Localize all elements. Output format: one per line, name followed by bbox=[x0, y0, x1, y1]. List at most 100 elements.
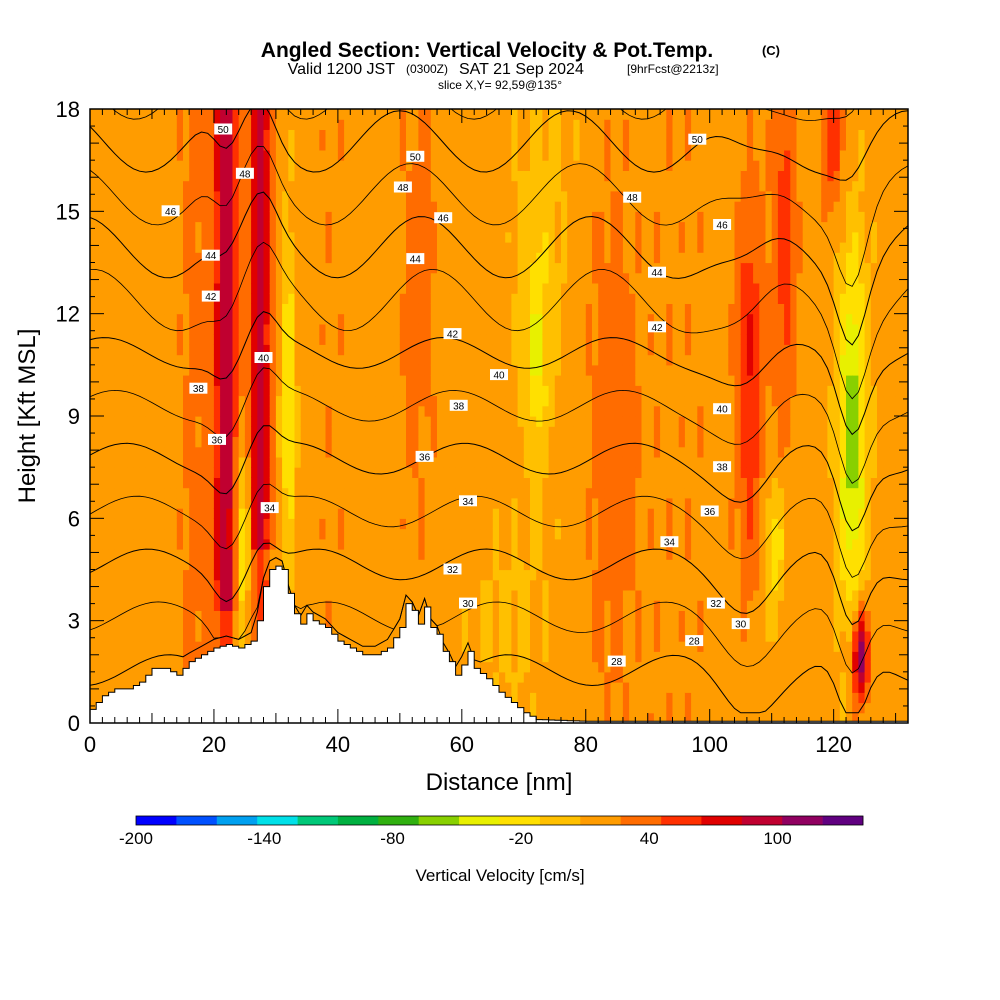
colorbar-swatch bbox=[539, 816, 581, 825]
y-tick-label: 9 bbox=[68, 404, 80, 429]
y-tick-label: 3 bbox=[68, 609, 80, 634]
colorbar-tick-label: 100 bbox=[763, 829, 791, 848]
contour-label: 40 bbox=[490, 369, 508, 382]
colorbar-swatch bbox=[620, 816, 662, 825]
colorbar-tick-label: -200 bbox=[119, 829, 153, 848]
chart-title: Angled Section: Vertical Velocity & Pot.… bbox=[261, 39, 713, 62]
contour-label-text: 38 bbox=[193, 384, 205, 395]
subtitle-forecast: [9hrFcst@2213z] bbox=[627, 62, 719, 76]
contour-label-text: 44 bbox=[651, 268, 663, 279]
colorbar-tick-label: 40 bbox=[640, 829, 659, 848]
colorbar-tick-label: -20 bbox=[509, 829, 534, 848]
contour-line-30 bbox=[90, 542, 908, 626]
colorbar-swatch bbox=[176, 816, 218, 825]
contour-label: 36 bbox=[700, 505, 719, 518]
y-tick-label: 18 bbox=[56, 97, 80, 122]
contour-label: 36 bbox=[208, 433, 226, 446]
colorbar-frame bbox=[135, 815, 864, 826]
contour-label-text: 44 bbox=[205, 251, 217, 262]
y-tick-label: 15 bbox=[56, 199, 80, 224]
slice-label: slice X,Y= 92,59@135° bbox=[438, 78, 562, 92]
contour-label-text: 46 bbox=[165, 207, 177, 218]
contour-line-32 bbox=[90, 425, 908, 532]
colorbar-tick-label: -140 bbox=[247, 829, 281, 848]
colorbar-swatch bbox=[337, 816, 379, 825]
contour-label: 42 bbox=[443, 328, 462, 341]
contour-label: 38 bbox=[449, 399, 468, 412]
contour-label: 34 bbox=[459, 495, 477, 508]
contour-label-text: 46 bbox=[717, 221, 729, 232]
subtitle-utc: (0300Z) bbox=[406, 62, 448, 76]
contour-label-text: 30 bbox=[462, 599, 474, 610]
contour-line-35 bbox=[90, 241, 908, 400]
colorbar-swatch bbox=[822, 816, 864, 825]
colorbar bbox=[135, 815, 864, 826]
contour-label-text: 40 bbox=[258, 354, 270, 365]
contour-label: 32 bbox=[706, 597, 725, 610]
contour-label: 30 bbox=[459, 597, 477, 610]
colorbar-swatch bbox=[297, 816, 339, 825]
contour-line-36 bbox=[90, 191, 908, 346]
contour-label: 46 bbox=[713, 219, 732, 232]
colorbar-swatch bbox=[418, 816, 460, 825]
contour-label-text: 48 bbox=[397, 183, 409, 194]
contour-label-text: 32 bbox=[447, 565, 459, 576]
contour-label: 28 bbox=[607, 655, 626, 668]
contour-label-text: 42 bbox=[205, 292, 217, 303]
subtitle-date: SAT 21 Sep 2024 bbox=[459, 61, 584, 78]
contour-label-text: 36 bbox=[704, 507, 716, 518]
vertical-velocity-field bbox=[90, 109, 908, 723]
contour-label: 40 bbox=[254, 352, 273, 365]
contour-label: 46 bbox=[161, 205, 180, 218]
x-tick-label: 20 bbox=[202, 732, 226, 757]
colorbar-swatch bbox=[499, 816, 541, 825]
contour-label-text: 36 bbox=[419, 452, 431, 463]
contour-label: 30 bbox=[731, 618, 750, 631]
contour-label: 42 bbox=[201, 290, 220, 303]
contour-label-text: 42 bbox=[447, 330, 459, 341]
contour-label: 42 bbox=[648, 321, 666, 334]
contour-label-text: 48 bbox=[627, 193, 639, 204]
contour-line-29 bbox=[90, 557, 908, 674]
contour-label: 36 bbox=[415, 450, 434, 463]
contour-label-text: 38 bbox=[717, 463, 729, 474]
contour-label-text: 34 bbox=[462, 497, 474, 508]
contour-label: 50 bbox=[688, 133, 707, 146]
colorbar-swatch bbox=[782, 816, 823, 825]
contour-line-33 bbox=[90, 367, 908, 484]
contour-label: 48 bbox=[235, 167, 254, 180]
colorbar-tick-label: -80 bbox=[380, 829, 405, 848]
chart-title-tag: (C) bbox=[762, 43, 780, 58]
y-tick-label: 12 bbox=[56, 302, 80, 327]
contour-label-text: 46 bbox=[438, 214, 450, 225]
colorbar-swatch bbox=[216, 816, 258, 825]
x-tick-label: 40 bbox=[326, 732, 350, 757]
colorbar-swatch bbox=[378, 816, 419, 825]
colorbar-tick-labels: -200 -140 -80 -20 40 100 bbox=[119, 829, 792, 848]
contour-label-text: 34 bbox=[264, 504, 276, 515]
axis-ticks bbox=[89, 108, 909, 724]
colorbar-swatch bbox=[701, 816, 743, 825]
y-axis-label: Height [Kft MSL] bbox=[14, 329, 41, 504]
contour-label: 44 bbox=[406, 253, 425, 266]
contour-line-34 bbox=[90, 311, 908, 436]
contour-label-text: 42 bbox=[651, 323, 663, 334]
y-tick-label: 0 bbox=[68, 711, 80, 736]
contour-label-text: 44 bbox=[410, 255, 422, 266]
contour-label-text: 50 bbox=[692, 135, 704, 146]
contour-label-text: 34 bbox=[664, 538, 676, 549]
contour-label: 48 bbox=[393, 181, 412, 194]
contour-label-text: 40 bbox=[717, 405, 729, 416]
contour-label-text: 32 bbox=[710, 599, 722, 610]
chart-subtitle: Valid 1200 JST (0300Z) SAT 21 Sep 2024 [… bbox=[288, 61, 719, 78]
x-tick-label: 100 bbox=[691, 732, 728, 757]
contour-label: 38 bbox=[189, 382, 208, 395]
contour-label-text: 50 bbox=[410, 152, 422, 163]
contour-label: 44 bbox=[201, 249, 220, 262]
contour-line-38 bbox=[90, 109, 908, 181]
colorbar-swatch bbox=[661, 816, 702, 825]
contour-label: 50 bbox=[214, 123, 233, 136]
contour-label: 34 bbox=[660, 536, 679, 549]
contour-label: 48 bbox=[623, 191, 642, 204]
